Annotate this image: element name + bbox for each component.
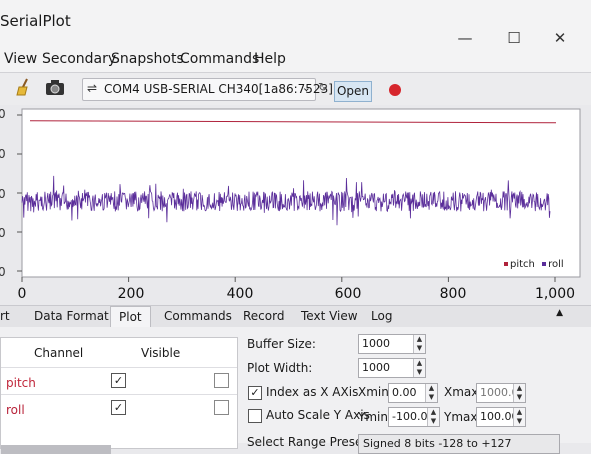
- index-x-checkbox[interactable]: ✓: [248, 386, 262, 400]
- legend-swatch-roll: [542, 262, 547, 266]
- menu-commands[interactable]: Commands: [180, 51, 260, 67]
- buffer-size-value: 1000: [362, 337, 390, 350]
- channel-name: pitch: [6, 376, 36, 390]
- open-button[interactable]: Open: [334, 81, 372, 102]
- ymax-spinbox[interactable]: 100.00 ▲ ▼: [476, 407, 526, 427]
- xmax-label: Xmax: [444, 385, 479, 399]
- range-preset-select[interactable]: Signed 8 bits -128 to +127: [358, 434, 560, 454]
- legend-label-roll: roll: [548, 259, 564, 270]
- spin-arrows-icon[interactable]: ▲ ▼: [413, 335, 425, 353]
- spin-arrows-icon[interactable]: ▲ ▼: [427, 408, 439, 426]
- camera-icon[interactable]: [43, 77, 67, 99]
- series-line-roll: [21, 175, 551, 226]
- tab-plot[interactable]: Plot: [110, 306, 151, 328]
- window-title: SerialPlot: [0, 12, 71, 30]
- ymin-spinbox[interactable]: -100.00 ▲ ▼: [388, 407, 440, 427]
- plot-canvas: [17, 108, 581, 282]
- xmax-spinbox[interactable]: 1000.0( ▲ ▼: [476, 383, 526, 403]
- x-tick-label: 0: [17, 286, 27, 302]
- tab-scroll-icon[interactable]: ▲: [556, 308, 563, 318]
- plot-width-spinbox[interactable]: 1000 ▲ ▼: [358, 358, 426, 378]
- tab-port[interactable]: rt: [0, 309, 10, 323]
- spin-arrows-icon[interactable]: ▲ ▼: [413, 359, 425, 377]
- visible-checkbox[interactable]: ✓: [111, 400, 126, 415]
- color-checkbox[interactable]: [214, 373, 229, 388]
- horizontal-scrollbar[interactable]: [1, 445, 111, 454]
- minimize-button[interactable]: —: [457, 29, 473, 47]
- ymax-label: Ymax: [444, 410, 478, 424]
- table-row[interactable]: pitch ✓: [1, 367, 237, 395]
- color-checkbox[interactable]: [214, 400, 229, 415]
- chevron-down-icon: ⌄: [301, 81, 311, 94]
- range-preset-label: Select Range Preset:: [247, 435, 372, 449]
- y-tick-label: 0: [0, 226, 6, 240]
- buffer-size-spinbox[interactable]: 1000 ▲ ▼: [358, 334, 426, 354]
- x-tick-label: 400: [226, 286, 254, 302]
- plot-width-label: Plot Width:: [247, 361, 313, 375]
- port-select[interactable]: ⇌ COM4 USB-SERIAL CH340[1a86:7523] ⌄: [82, 78, 333, 101]
- title-bar: SerialPlot — ☐ ✕: [0, 0, 591, 63]
- y-tick-label: 0: [0, 187, 6, 201]
- table-row[interactable]: roll ✓: [1, 394, 237, 422]
- range-preset-value: Signed 8 bits -128 to +127: [363, 437, 512, 450]
- y-tick-label: 0: [0, 147, 6, 161]
- visible-checkbox[interactable]: ✓: [111, 373, 126, 388]
- ymin-label: Ymin: [358, 410, 388, 424]
- y-tick-label: 0: [0, 265, 6, 279]
- auto-scale-y-checkbox[interactable]: [248, 409, 262, 423]
- menu-snapshots[interactable]: Snapshots: [111, 51, 184, 67]
- port-value: COM4 USB-SERIAL CH340[1a86:7523]: [104, 82, 333, 96]
- plot-width-value: 1000: [362, 361, 390, 374]
- legend-swatch-pitch: [504, 262, 508, 266]
- tab-record[interactable]: Record: [243, 309, 285, 323]
- channel-name: roll: [6, 403, 25, 417]
- plot-frame: [21, 108, 581, 278]
- xmax-value: 1000.0(: [480, 386, 523, 399]
- maximize-button[interactable]: ☐: [507, 29, 521, 47]
- broom-icon[interactable]: [12, 77, 36, 99]
- legend-label-pitch: pitch: [510, 259, 535, 270]
- usb-icon: ⇌: [87, 81, 98, 95]
- tab-log[interactable]: Log: [371, 309, 393, 323]
- column-header-visible: Visible: [141, 346, 181, 360]
- auto-scale-y-label: Auto Scale Y Axis: [266, 408, 370, 422]
- ymin-value: -100.00: [392, 410, 435, 423]
- x-tick-label: 200: [117, 286, 145, 302]
- column-header-channel: Channel: [34, 346, 84, 360]
- toolbar: ⇌ COM4 USB-SERIAL CH340[1a86:7523] ⌄ ↻ O…: [0, 72, 591, 106]
- series-line-pitch: [29, 120, 557, 124]
- menu-bar: View Secondary Snapshots Commands Help: [0, 44, 591, 72]
- refresh-icon[interactable]: ↻: [318, 80, 329, 94]
- legend: pitch roll: [504, 259, 564, 270]
- x-tick-label: 600: [334, 286, 362, 302]
- index-x-label: Index as X AXis: [266, 385, 359, 399]
- spin-arrows-icon[interactable]: ▲ ▼: [513, 384, 525, 402]
- record-status-icon: [389, 84, 401, 96]
- tab-commands[interactable]: Commands: [164, 309, 232, 323]
- xmin-spinbox[interactable]: 0.00 ▲ ▼: [388, 383, 438, 403]
- tab-text-view[interactable]: Text View: [301, 309, 358, 323]
- menu-help[interactable]: Help: [254, 51, 286, 67]
- y-tick-label: 0: [0, 107, 6, 121]
- x-tick-label: 1,000: [534, 286, 576, 302]
- spin-arrows-icon[interactable]: ▲ ▼: [513, 408, 525, 426]
- plot-settings-panel: Channel Visible pitch ✓ roll ✓ Buffer Si…: [0, 327, 591, 454]
- xmin-value: 0.00: [392, 386, 417, 399]
- channel-table: Channel Visible pitch ✓ roll ✓: [0, 337, 238, 454]
- menu-view[interactable]: View: [4, 51, 38, 67]
- tab-data-format[interactable]: Data Format: [34, 309, 109, 323]
- x-tick-label: 800: [439, 286, 467, 302]
- plot-area[interactable]: 0 0 0 0 0 0 200 400 600 800 1,000 pitch …: [0, 105, 591, 305]
- buffer-size-label: Buffer Size:: [247, 337, 316, 351]
- close-button[interactable]: ✕: [553, 29, 567, 47]
- tab-bar: rt Data Format Plot Commands Record Text…: [0, 305, 591, 328]
- spin-arrows-icon[interactable]: ▲ ▼: [425, 384, 437, 402]
- menu-secondary[interactable]: Secondary: [42, 51, 117, 67]
- ymax-value: 100.00: [480, 410, 519, 423]
- xmin-label: Xmin: [358, 385, 389, 399]
